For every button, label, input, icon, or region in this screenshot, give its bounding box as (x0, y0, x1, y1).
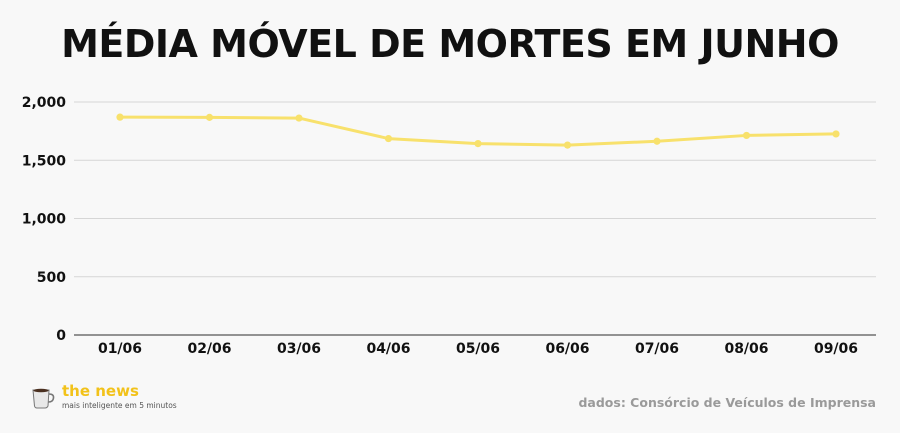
data-point (116, 113, 124, 121)
data-point (742, 131, 751, 140)
x-tick-label: 01/06 (98, 341, 142, 357)
x-tick-label: 07/06 (635, 341, 679, 357)
x-axis-ticks: 01/06 02/06 03/06 04/06 05/06 06/06 07/06 08/06… (98, 341, 858, 357)
y-tick-label: 0 (56, 328, 66, 344)
y-tick-label: 1,500 (22, 153, 67, 169)
chart-title: MÉDIA MÓVEL DE MORTES EM JUNHO (61, 22, 839, 66)
y-tick-label: 1,000 (22, 212, 67, 228)
brand-name: the news (62, 382, 139, 401)
x-tick-label: 06/06 (545, 341, 589, 357)
grid-lines (74, 101, 876, 336)
data-point (474, 139, 482, 148)
data-source: dados: Consórcio de Veículos de Imprensa (578, 395, 876, 410)
brand-tagline: mais inteligente em 5 minutos (62, 401, 177, 411)
coffee-cup-icon (32, 388, 55, 409)
x-tick-label: 03/06 (277, 341, 321, 357)
data-point (384, 134, 393, 143)
x-tick-label: 02/06 (187, 341, 231, 357)
series-group (116, 113, 840, 149)
data-point (295, 114, 303, 122)
x-tick-label: 05/06 (456, 341, 500, 357)
data-point (653, 137, 661, 145)
brand-logo: the news mais inteligente em 5 minutos (30, 384, 177, 410)
y-tick-label: 2,000 (22, 95, 67, 111)
data-point (205, 113, 214, 121)
y-tick-label: 500 (37, 270, 66, 286)
y-axis-ticks: 0 500 1,000 1,500 2,000 (22, 95, 67, 344)
data-point (832, 130, 840, 138)
x-tick-label: 08/06 (724, 341, 768, 357)
x-tick-label: 09/06 (814, 341, 858, 357)
x-tick-label: 04/06 (366, 341, 410, 357)
data-point (563, 141, 572, 149)
